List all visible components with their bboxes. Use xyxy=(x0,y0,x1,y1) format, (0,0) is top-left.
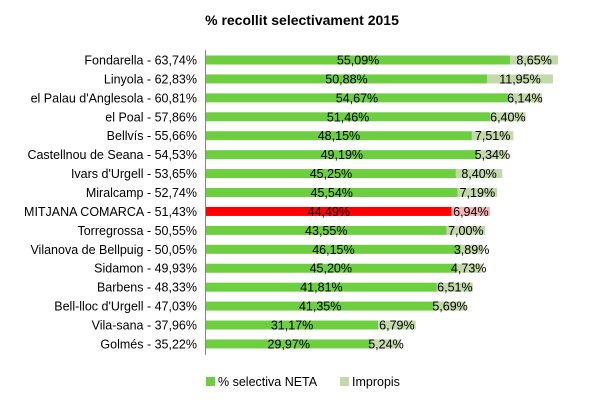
legend-swatch-impropis xyxy=(340,377,349,386)
chart-title: % recollit selectivament 2015 xyxy=(205,12,399,28)
bar-impropis xyxy=(455,169,503,179)
category-label: Sidamon - 49,93% xyxy=(94,262,197,276)
data-label-impropis: 6,94% xyxy=(453,205,488,219)
category-label: Golmés - 35,22% xyxy=(100,337,197,351)
bar-impropis xyxy=(471,131,514,141)
data-label-impropis: 11,95% xyxy=(499,72,540,86)
data-label-impropis: 8,40% xyxy=(461,167,496,181)
bar-impropis xyxy=(451,206,491,216)
bar-neta xyxy=(206,131,472,141)
category-label: Vilanova de Bellpuig - 50,05% xyxy=(30,243,197,257)
category-label: Barbens - 48,33% xyxy=(97,281,197,295)
data-label-impropis: 8,65% xyxy=(516,54,551,68)
data-label-impropis: 4,73% xyxy=(451,262,486,276)
category-label: Miralcamp - 52,74% xyxy=(86,186,197,200)
data-label-neta: 41,35% xyxy=(299,300,341,314)
category-label: el Poal - 57,86% xyxy=(105,110,197,124)
bar-impropis xyxy=(371,339,401,349)
data-label-neta: 55,09% xyxy=(337,54,379,68)
data-label-impropis: 3,89% xyxy=(454,243,489,257)
bar-neta xyxy=(206,112,491,122)
data-label-impropis: 6,51% xyxy=(437,281,472,295)
data-label-neta: 31,17% xyxy=(271,319,313,333)
data-label-impropis: 6,79% xyxy=(379,319,414,333)
data-label-impropis: 5,34% xyxy=(475,148,510,162)
bar-neta xyxy=(206,301,435,311)
category-label: Vila-sana - 37,96% xyxy=(92,319,197,333)
data-label-impropis: 6,40% xyxy=(490,110,525,124)
data-label-neta: 50,88% xyxy=(325,72,367,86)
category-label: Ivars d'Urgell - 53,65% xyxy=(71,167,197,181)
bar-impropis xyxy=(436,282,473,292)
data-label-impropis: 6,14% xyxy=(507,91,542,105)
legend-label-neta: % selectiva NETA xyxy=(218,375,318,389)
category-label: el Palau d'Anglesola - 60,81% xyxy=(31,91,197,105)
bar-impropis xyxy=(378,320,416,330)
bar-impropis xyxy=(507,93,542,103)
legend: % selectiva NETA Impropis xyxy=(206,375,400,389)
data-label-neta: 29,97% xyxy=(268,337,310,351)
data-label-neta: 45,20% xyxy=(310,262,352,276)
data-label-neta: 43,55% xyxy=(305,224,347,238)
legend-swatch-neta xyxy=(206,377,215,386)
bar-neta xyxy=(206,206,452,216)
data-label-neta: 46,15% xyxy=(312,243,354,257)
category-label: Fondarella - 63,74% xyxy=(84,54,197,68)
bar-neta xyxy=(206,225,447,235)
bar-neta xyxy=(206,263,456,273)
bar-neta xyxy=(206,150,478,160)
bar-neta xyxy=(206,93,508,103)
legend-label-impropis: Impropis xyxy=(352,375,400,389)
data-label-neta: 45,54% xyxy=(311,186,353,200)
data-label-neta: 51,46% xyxy=(327,110,369,124)
category-label: Bellvís - 55,66% xyxy=(107,129,197,143)
bar-impropis xyxy=(434,301,466,311)
category-label: Castellnou de Seana - 54,53% xyxy=(27,148,197,162)
data-label-impropis: 7,51% xyxy=(475,129,510,143)
bar-neta xyxy=(206,55,511,65)
bar-impropis xyxy=(446,225,486,235)
bar-neta xyxy=(206,188,458,198)
data-label-impropis: 5,69% xyxy=(432,300,467,314)
bar-impropis xyxy=(510,55,558,65)
data-label-neta: 48,15% xyxy=(318,129,360,143)
bar-neta xyxy=(206,244,461,254)
bar-impropis xyxy=(477,150,508,160)
bar-impropis xyxy=(455,263,482,273)
category-label: Torregrossa - 50,55% xyxy=(77,224,197,238)
category-label: Bell-lloc d'Urgell - 47,03% xyxy=(54,300,197,314)
bar-neta xyxy=(206,282,437,292)
data-label-neta: 54,67% xyxy=(336,91,378,105)
bar-neta xyxy=(206,169,456,179)
bar-neta xyxy=(206,320,379,330)
data-label-impropis: 7,19% xyxy=(460,186,495,200)
bar-impropis xyxy=(490,112,526,122)
data-label-impropis: 5,24% xyxy=(368,337,403,351)
bar-impropis xyxy=(460,244,483,254)
data-label-neta: 45,25% xyxy=(310,167,352,181)
bar-impropis xyxy=(486,74,553,84)
bar-neta xyxy=(206,339,372,349)
bar-impropis xyxy=(457,188,498,198)
data-label-neta: 41,81% xyxy=(300,281,342,295)
category-label: MITJANA COMARCA - 51,43% xyxy=(24,205,197,219)
data-label-neta: 49,19% xyxy=(321,148,363,162)
bar-neta xyxy=(206,74,487,84)
data-label-neta: 44,49% xyxy=(308,205,350,219)
category-label: Linyola - 62,83% xyxy=(104,72,197,86)
data-label-impropis: 7,00% xyxy=(448,224,483,238)
